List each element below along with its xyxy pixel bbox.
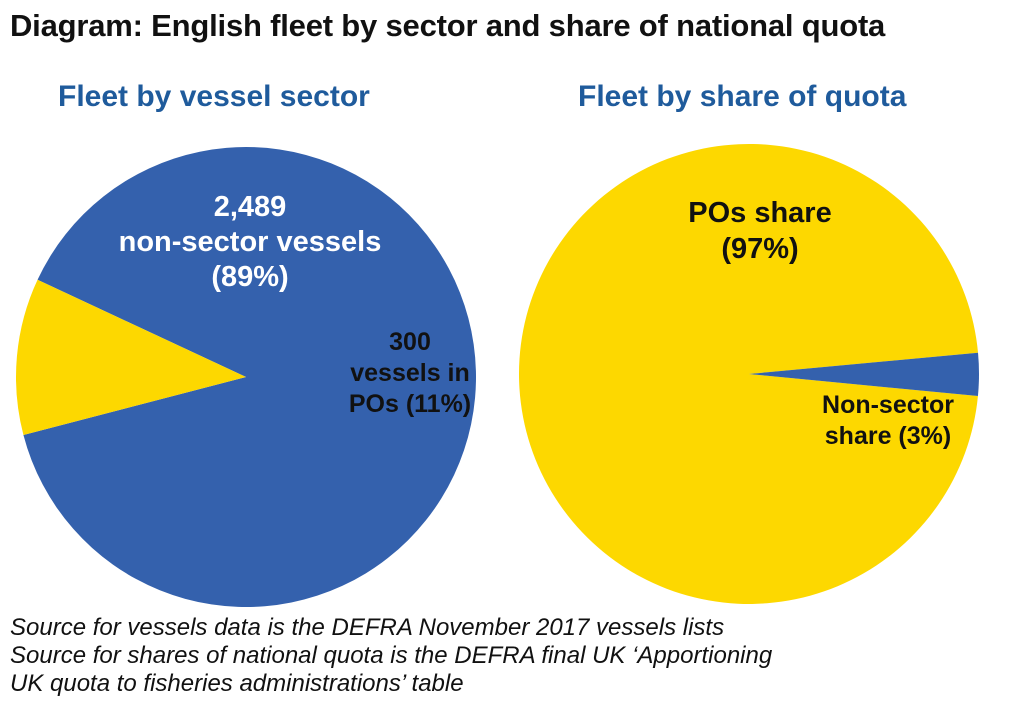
pie-0-slice-0-label-line: (89%) bbox=[211, 261, 288, 293]
page-title: Diagram: English fleet by sector and sha… bbox=[10, 8, 886, 43]
chart-title-vessel-sector: Fleet by vessel sector bbox=[58, 80, 370, 113]
pie-0-slice-1-label-line: POs (11%) bbox=[349, 390, 471, 418]
pie-1-slice-1-label-line: Non-sector bbox=[822, 391, 954, 419]
pie-1-slice-1-label: Non-sector share (3%) bbox=[822, 391, 954, 450]
source-note: Source for vessels data is the DEFRA Nov… bbox=[10, 614, 772, 698]
pie-0-slice-0-label: 2,489 non-sector vessels (89%) bbox=[119, 191, 382, 293]
source-line-2: Source for shares of national quota is t… bbox=[10, 642, 773, 669]
pie-1-slice-1 bbox=[749, 352, 980, 397]
pie-0-slice-0-label-line: non-sector vessels bbox=[119, 226, 382, 258]
pie-0-slice-1 bbox=[16, 279, 246, 435]
pie-0-slice-1-label-line: 300 bbox=[389, 328, 431, 356]
pie-0-slice-0 bbox=[23, 146, 477, 607]
pie-0-slice-0-label-line: 2,489 bbox=[214, 191, 287, 223]
pie-1-slice-0-label-line: (97%) bbox=[721, 233, 798, 265]
source-line-1: Source for vessels data is the DEFRA Nov… bbox=[10, 614, 725, 641]
pie-0-slice-1-label-line: vessels in bbox=[350, 359, 470, 387]
chart-title-quota-share: Fleet by share of quota bbox=[578, 80, 907, 113]
pie-1-slice-0 bbox=[519, 143, 979, 604]
pie-1-slice-0-label: POs share (97%) bbox=[688, 197, 831, 265]
pie-1-slice-1-label-line: share (3%) bbox=[825, 422, 951, 450]
source-line-3: UK quota to fisheries administrations’ t… bbox=[10, 670, 464, 697]
pie-0-slice-1-label: 300 vessels in POs (11%) bbox=[349, 328, 471, 418]
pie-1-slice-0-label-line: POs share bbox=[688, 197, 831, 229]
